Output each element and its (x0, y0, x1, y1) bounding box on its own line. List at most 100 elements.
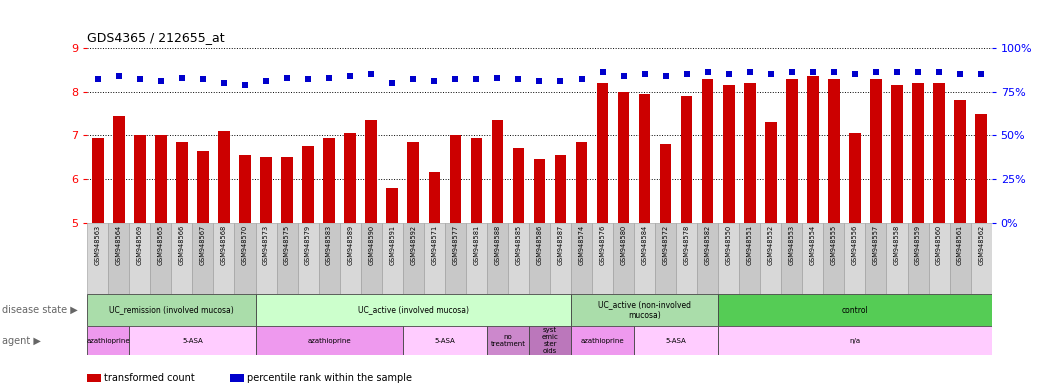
Bar (234, 223, 255, 294)
Text: transformed count: transformed count (104, 373, 195, 383)
Point (847, 71, 864, 77)
Text: GSM948573: GSM948573 (263, 225, 269, 265)
Text: GSM948587: GSM948587 (558, 225, 564, 265)
Text: GSM948556: GSM948556 (852, 225, 858, 265)
Bar (218, 131, 230, 384)
Point (552, 78, 569, 84)
Bar (808, 76, 818, 384)
Point (404, 76, 421, 83)
Point (826, 70, 843, 76)
Point (658, 73, 675, 79)
Point (488, 74, 505, 81)
Text: GSM948550: GSM948550 (726, 225, 732, 265)
Bar (403, 326, 487, 355)
Point (320, 74, 337, 81)
Bar (445, 223, 466, 294)
Bar (92, 137, 103, 384)
Bar (660, 144, 671, 384)
Point (111, 73, 128, 79)
Bar (634, 223, 655, 294)
Text: GSM948585: GSM948585 (515, 225, 521, 265)
Bar (571, 223, 592, 294)
Text: UC_remission (involved mucosa): UC_remission (involved mucosa) (109, 306, 234, 314)
Text: GSM948558: GSM948558 (894, 225, 900, 265)
Text: GSM948578: GSM948578 (684, 225, 689, 265)
Text: GSM948575: GSM948575 (284, 225, 290, 265)
Bar (423, 223, 445, 294)
Point (257, 78, 275, 84)
Bar (765, 122, 777, 384)
Text: 5-ASA: 5-ASA (182, 338, 203, 344)
Text: syst
emic
ster
oids: syst emic ster oids (542, 327, 559, 354)
Text: GSM948579: GSM948579 (305, 225, 311, 265)
Bar (655, 223, 676, 294)
Bar (323, 137, 335, 384)
Bar (277, 223, 298, 294)
Text: GSM948574: GSM948574 (579, 225, 584, 265)
Bar (718, 223, 739, 294)
Text: GSM948572: GSM948572 (663, 225, 668, 265)
Text: percentile rank within the sample: percentile rank within the sample (248, 373, 413, 383)
Bar (87, 223, 109, 294)
Text: azathioprine: azathioprine (307, 338, 351, 344)
Text: GSM948552: GSM948552 (768, 225, 774, 265)
Point (279, 74, 296, 81)
Point (342, 73, 359, 79)
Point (594, 70, 611, 76)
Bar (487, 223, 508, 294)
Text: GSM948588: GSM948588 (495, 225, 500, 265)
Text: GSM948571: GSM948571 (431, 225, 437, 265)
Bar (781, 223, 802, 294)
Point (910, 70, 927, 76)
Point (783, 70, 800, 76)
Text: GSM948561: GSM948561 (958, 225, 963, 265)
Bar (382, 223, 403, 294)
Bar (529, 326, 571, 355)
Text: GSM948586: GSM948586 (536, 225, 543, 265)
Text: disease state ▶: disease state ▶ (2, 305, 78, 315)
Bar (487, 326, 529, 355)
Point (131, 76, 148, 83)
Text: GSM948584: GSM948584 (642, 225, 648, 265)
Bar (508, 223, 529, 294)
Text: UC_active (involved mucosa): UC_active (involved mucosa) (358, 306, 469, 314)
Point (573, 76, 591, 83)
Bar (592, 223, 613, 294)
Bar (828, 79, 839, 384)
Text: GSM948577: GSM948577 (452, 225, 459, 265)
Text: GSM948592: GSM948592 (411, 225, 416, 265)
Point (972, 71, 990, 77)
Text: GSM948591: GSM948591 (389, 225, 395, 265)
Point (215, 80, 232, 86)
Bar (492, 120, 503, 384)
Bar (239, 155, 251, 384)
Bar (255, 223, 277, 294)
Point (236, 82, 253, 88)
Bar (339, 223, 361, 294)
Text: GSM948568: GSM948568 (221, 225, 227, 265)
Point (363, 71, 380, 77)
Bar (571, 294, 718, 326)
Bar (550, 223, 571, 294)
Text: 5-ASA: 5-ASA (666, 338, 686, 344)
Text: GSM948589: GSM948589 (347, 225, 353, 265)
Point (888, 70, 905, 76)
Bar (534, 159, 545, 384)
Text: GSM948576: GSM948576 (599, 225, 605, 265)
Text: GSM948582: GSM948582 (704, 225, 711, 265)
Bar (739, 223, 761, 294)
Text: GSM948557: GSM948557 (872, 225, 879, 265)
Bar (824, 223, 845, 294)
Text: GSM948554: GSM948554 (810, 225, 816, 265)
Text: GSM948553: GSM948553 (788, 225, 795, 265)
Point (173, 74, 190, 81)
Text: control: control (842, 306, 868, 314)
Text: GSM948569: GSM948569 (137, 225, 143, 265)
Bar (466, 223, 487, 294)
Point (720, 71, 737, 77)
Bar (845, 223, 865, 294)
Bar (113, 116, 124, 384)
Bar (193, 223, 214, 294)
Point (447, 76, 464, 83)
Text: GSM948562: GSM948562 (978, 225, 984, 265)
